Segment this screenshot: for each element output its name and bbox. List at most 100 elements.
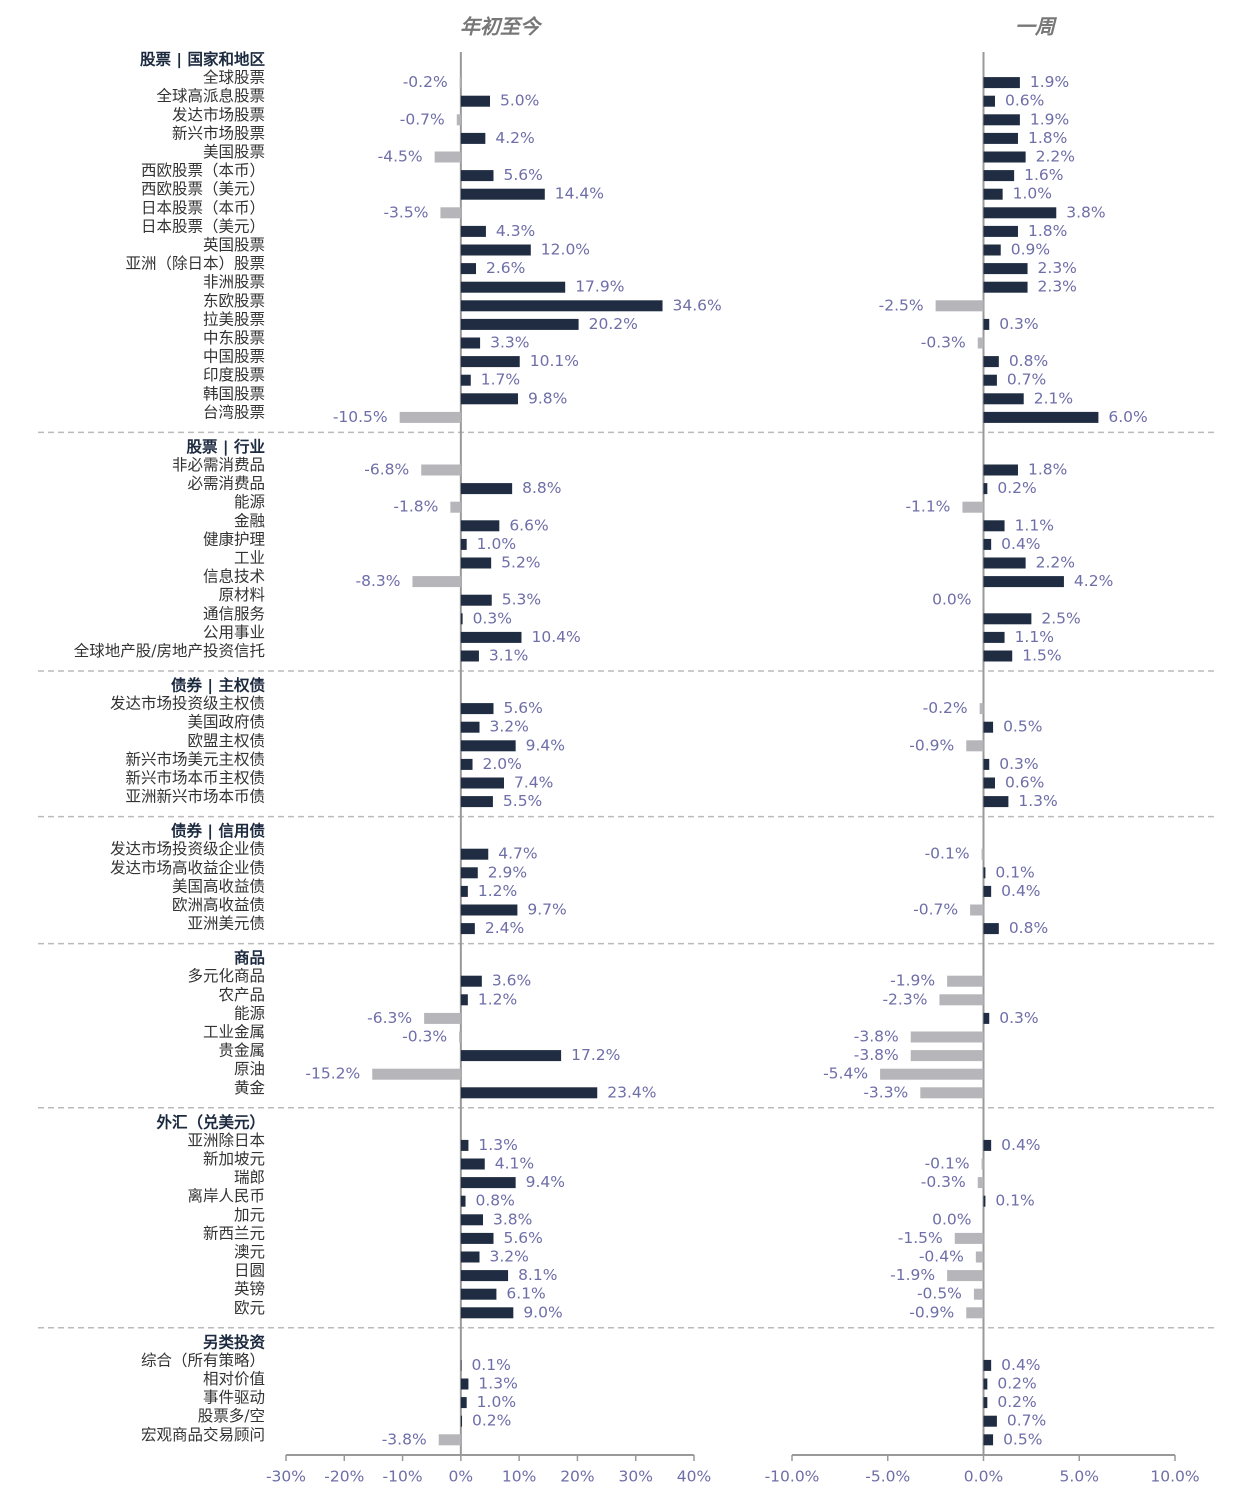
bar bbox=[966, 1307, 984, 1319]
value-label: 4.1% bbox=[495, 1155, 534, 1173]
bar bbox=[983, 225, 1018, 237]
bar bbox=[983, 318, 990, 330]
category-label: 印度股票 bbox=[203, 366, 265, 384]
group-header: 债券 | 主权债 bbox=[171, 676, 265, 696]
category-label: 全球高派息股票 bbox=[156, 87, 265, 105]
bar bbox=[983, 923, 999, 935]
category-label: 通信服务 bbox=[203, 605, 265, 623]
category-label: 离岸人民币 bbox=[187, 1187, 265, 1205]
category-label: 美国股票 bbox=[203, 143, 265, 161]
value-label: 5.6% bbox=[503, 699, 542, 717]
category-label: 美国高收益债 bbox=[172, 877, 265, 895]
x-tick-label: 20% bbox=[560, 1468, 594, 1486]
bar bbox=[460, 703, 494, 715]
bar bbox=[975, 1251, 984, 1263]
value-label: -6.3% bbox=[367, 1009, 412, 1027]
value-label: 2.6% bbox=[486, 259, 525, 277]
bar bbox=[372, 1068, 461, 1080]
bar bbox=[460, 1214, 484, 1226]
bar bbox=[981, 848, 984, 860]
value-label: 0.5% bbox=[1003, 718, 1042, 736]
bar bbox=[983, 151, 1026, 163]
bar bbox=[460, 867, 478, 879]
bar bbox=[910, 1031, 984, 1043]
value-label: 2.2% bbox=[1036, 554, 1075, 572]
value-label: -0.2% bbox=[923, 699, 968, 717]
bar bbox=[460, 650, 479, 662]
value-label: 1.1% bbox=[1015, 516, 1054, 534]
bar bbox=[983, 244, 1001, 256]
value-label: 0.2% bbox=[997, 1375, 1036, 1393]
bar bbox=[983, 374, 997, 386]
bar bbox=[412, 576, 461, 588]
value-label: 0.2% bbox=[997, 1393, 1036, 1411]
bar bbox=[460, 848, 489, 860]
value-label: 0.1% bbox=[995, 1192, 1034, 1210]
category-label: 非洲股票 bbox=[203, 273, 265, 291]
bar bbox=[460, 904, 518, 916]
category-label: 全球地产股/房地产投资信托 bbox=[74, 642, 265, 660]
value-label: -1.5% bbox=[898, 1229, 943, 1247]
category-label: 英国股票 bbox=[203, 236, 265, 254]
category-label: 台湾股票 bbox=[203, 403, 265, 421]
category-label: 发达市场投资级企业债 bbox=[110, 840, 265, 858]
value-label: 12.0% bbox=[541, 241, 590, 259]
value-label: 1.0% bbox=[1013, 185, 1052, 203]
category-label: 新西兰元 bbox=[203, 1224, 265, 1242]
bar bbox=[460, 244, 531, 256]
value-label: 9.4% bbox=[526, 1173, 565, 1191]
bar bbox=[983, 1195, 986, 1207]
bar bbox=[459, 77, 461, 89]
category-label: 新加坡元 bbox=[203, 1150, 265, 1168]
category-label: 工业 bbox=[234, 549, 265, 567]
value-label: 2.9% bbox=[488, 863, 527, 881]
value-label: 1.1% bbox=[1015, 628, 1054, 646]
value-label: 1.8% bbox=[1028, 129, 1067, 147]
value-label: 9.7% bbox=[527, 901, 566, 919]
bar bbox=[983, 1415, 997, 1427]
value-label: 3.6% bbox=[492, 972, 531, 990]
value-label: 1.3% bbox=[478, 1375, 517, 1393]
bar bbox=[983, 1139, 992, 1151]
value-label: -0.3% bbox=[921, 1173, 966, 1191]
value-label: 3.1% bbox=[489, 647, 528, 665]
value-label: 0.4% bbox=[1001, 882, 1040, 900]
value-label: 17.2% bbox=[571, 1046, 620, 1064]
value-label: 4.2% bbox=[495, 129, 534, 147]
bar bbox=[460, 318, 579, 330]
value-label: 1.7% bbox=[481, 371, 520, 389]
bar bbox=[983, 207, 1057, 219]
value-label: 5.2% bbox=[501, 554, 540, 572]
bar bbox=[460, 631, 522, 643]
value-label: 10.4% bbox=[531, 628, 580, 646]
x-tick-label: 10% bbox=[502, 1468, 536, 1486]
category-label: 英镑 bbox=[234, 1280, 265, 1298]
value-label: -2.3% bbox=[882, 990, 927, 1008]
value-label: -3.8% bbox=[854, 1028, 899, 1046]
bar bbox=[460, 538, 467, 550]
bar bbox=[966, 740, 984, 752]
bar bbox=[983, 885, 992, 897]
bar bbox=[935, 300, 984, 312]
category-label: 日本股票（本币） bbox=[141, 199, 265, 217]
bar bbox=[983, 1378, 988, 1390]
category-label: 多元化商品 bbox=[187, 967, 265, 985]
bar bbox=[983, 132, 1018, 144]
category-label: 必需消费品 bbox=[187, 475, 265, 493]
value-label: 0.6% bbox=[1005, 774, 1044, 792]
bar bbox=[983, 576, 1064, 588]
bar bbox=[460, 281, 566, 293]
value-label: 0.0% bbox=[932, 1210, 971, 1228]
bar bbox=[460, 483, 513, 495]
bar bbox=[460, 885, 468, 897]
category-label: 美国政府债 bbox=[187, 713, 265, 731]
bar bbox=[977, 337, 984, 349]
x-tick-label: 0% bbox=[449, 1468, 474, 1486]
value-label: 0.6% bbox=[1005, 92, 1044, 110]
category-label: 新兴市场股票 bbox=[172, 124, 265, 142]
x-tick-label: 0.0% bbox=[964, 1468, 1003, 1486]
value-label: 1.2% bbox=[478, 882, 517, 900]
bar bbox=[438, 1434, 461, 1446]
bar bbox=[460, 520, 500, 532]
bar bbox=[450, 501, 461, 513]
